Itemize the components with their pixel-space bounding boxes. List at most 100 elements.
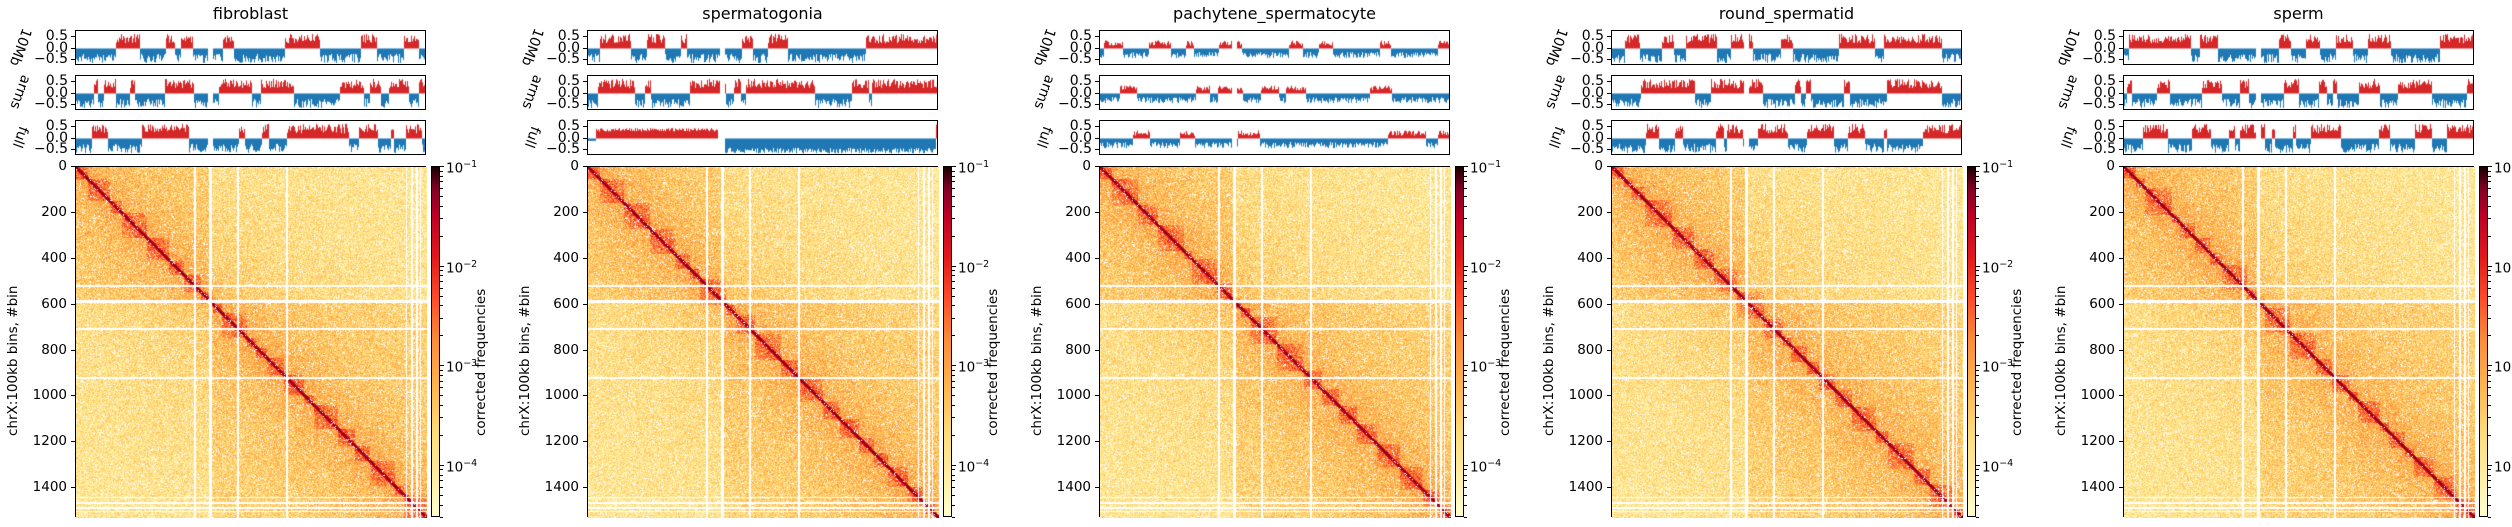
track-ytick-label: 0.0: [2093, 84, 2116, 101]
colorbar-minor-tick: [2488, 305, 2491, 307]
heatmap-ytick-label: 600: [553, 295, 579, 312]
colorbar-minor-tick: [1464, 188, 1467, 190]
colorbar-tick-mark: [952, 265, 956, 267]
track-ytick-mark: [1607, 59, 1611, 61]
colorbar-minor-tick: [440, 295, 443, 297]
track-ytick-mark: [71, 35, 75, 37]
colorbar-minor-tick: [1464, 369, 1467, 371]
colorbar-tick-label: 10−1: [2494, 159, 2512, 177]
colorbar-minor-tick: [952, 181, 955, 183]
colorbar: [2479, 166, 2488, 517]
colorbar-minor-tick: [952, 218, 955, 220]
heatmap-ytick-mark: [1095, 349, 1099, 351]
colorbar-minor-tick: [952, 434, 955, 436]
colorbar-tick-mark: [2488, 265, 2492, 267]
colorbar-minor-tick: [1464, 434, 1467, 436]
colorbar-minor-tick: [1976, 281, 1979, 283]
colorbar-minor-tick: [2488, 287, 2491, 289]
heatmap-ylabel: chrX:100kb bins, #bin: [1029, 285, 1045, 436]
colorbar-minor-tick: [440, 205, 443, 207]
heatmap-ytick-label: 400: [2089, 249, 2115, 266]
colorbar-minor-tick: [2488, 474, 2491, 476]
track-ytick-label: 0.5: [1069, 72, 1092, 89]
colorbar-minor-tick: [1464, 395, 1467, 397]
heatmap-ytick-mark: [71, 166, 75, 167]
colorbar-minor-tick: [440, 335, 443, 337]
colorbar-minor-tick: [440, 474, 443, 476]
colorbar-minor-tick: [952, 474, 955, 476]
heatmap-ytick-mark: [1095, 441, 1099, 443]
track-ytick-label: −0.5: [1058, 96, 1092, 113]
colorbar-minor-tick: [440, 380, 443, 382]
track-ytick-mark: [1095, 149, 1099, 151]
track-ytick-mark: [583, 47, 587, 49]
colorbar-minor-tick: [952, 235, 955, 237]
colorbar-minor-tick: [952, 275, 955, 277]
colorbar: [1967, 166, 1976, 517]
track-bars: [1100, 76, 1449, 109]
colorbar-minor-tick: [440, 480, 443, 482]
track-ytick-mark: [2119, 104, 2123, 106]
colorbar-minor-tick: [1464, 480, 1467, 482]
colorbar-minor-tick: [952, 305, 955, 307]
track-ytick-mark: [71, 80, 75, 82]
colorbar-minor-tick: [1976, 487, 1979, 488]
colorbar-tick-label: 10−1: [958, 159, 990, 177]
track-ytick-mark: [71, 149, 75, 151]
colorbar-minor-tick: [1976, 205, 1979, 207]
heatmap-ytick-mark: [1095, 395, 1099, 397]
colorbar-tick-mark: [952, 365, 956, 367]
colorbar-minor-tick: [1976, 270, 1979, 272]
colorbar-minor-tick: [440, 181, 443, 183]
colorbar-minor-tick: [952, 504, 955, 506]
heatmap-ytick-mark: [1095, 303, 1099, 305]
colorbar-tick-mark: [1464, 464, 1468, 466]
colorbar-minor-tick: [2488, 380, 2491, 382]
heatmap-ytick-mark: [2119, 257, 2123, 259]
colorbar-minor-tick: [1976, 369, 1979, 371]
panel-title: sperm: [2273, 4, 2324, 23]
colorbar-minor-tick: [1976, 275, 1979, 277]
heatmap-cells: [588, 167, 939, 518]
colorbar-tick-mark: [1976, 166, 1980, 167]
colorbar-minor-tick: [440, 305, 443, 307]
colorbar-minor-tick: [2488, 195, 2491, 197]
heatmap-ytick-mark: [2119, 211, 2123, 213]
track-arms: [75, 75, 426, 110]
track-ytick-label: −0.5: [546, 51, 580, 68]
colorbar-minor-tick: [440, 175, 443, 177]
colorbar-tick-label: 10−1: [446, 159, 478, 177]
panel-fibroblast: fibroblast 0.5 0.0 −0.5 10Mb 0.5 0.0 −0.5 arms 0.…: [0, 0, 512, 527]
track-ytick-mark: [1095, 59, 1099, 61]
colorbar-minor-tick: [1976, 317, 1979, 319]
track-ytick-label: 0.0: [1069, 39, 1092, 56]
track-10Mb: [1611, 30, 1962, 65]
track-ytick-mark: [1607, 149, 1611, 151]
colorbar-minor-tick: [2488, 188, 2491, 190]
heatmap-cells: [76, 167, 427, 518]
heatmap-ytick-mark: [71, 211, 75, 213]
heatmap-ytick-mark: [1095, 211, 1099, 213]
track-ytick-label: −0.5: [1570, 51, 1604, 68]
track-ytick-mark: [1607, 137, 1611, 139]
colorbar-minor-tick: [2488, 494, 2491, 496]
colorbar-minor-tick: [2488, 175, 2491, 177]
colorbar-minor-tick: [1976, 434, 1979, 436]
colorbar-tick-label: 10−3: [958, 358, 990, 376]
colorbar-minor-tick: [440, 417, 443, 419]
heatmap-ytick-label: 1400: [544, 479, 579, 496]
heatmap-ytick-label: 200: [553, 203, 579, 220]
colorbar: [431, 166, 440, 517]
colorbar-minor-tick: [1976, 480, 1979, 482]
colorbar-tick-label: 10−3: [2494, 358, 2512, 376]
colorbar-minor-tick: [2488, 504, 2491, 506]
colorbar-minor-tick: [952, 404, 955, 406]
heatmap-ytick-mark: [71, 303, 75, 305]
heatmap-ytick-label: 1400: [2080, 479, 2115, 496]
panel-title: fibroblast: [212, 4, 289, 23]
heatmap-ytick-label: 200: [1577, 203, 1603, 220]
heatmap-ylabel: chrX:100kb bins, #bin: [1541, 285, 1557, 436]
track-ytick-label: 0.5: [1581, 27, 1604, 44]
track-arms: [1099, 75, 1450, 110]
colorbar-label: corrected frequencies: [1497, 288, 1513, 436]
